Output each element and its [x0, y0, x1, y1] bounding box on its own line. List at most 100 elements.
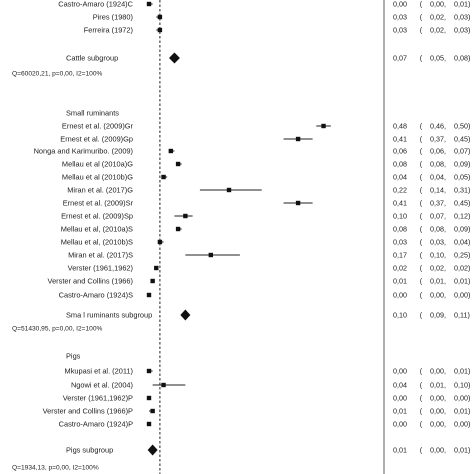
- study-ci-lower: 0,06,: [430, 147, 446, 156]
- study-estimate: 0,00: [393, 367, 407, 376]
- study-label: Castro-Amaro (1924)S: [59, 291, 133, 300]
- study-label: Ernest et al. (2009)Sp: [61, 212, 133, 221]
- point-estimate: [157, 27, 163, 33]
- study-ci-lower: 0,03,: [430, 238, 446, 247]
- point-estimate: [146, 368, 152, 374]
- study-ci-lower: 0,08,: [430, 225, 446, 234]
- study-ci-lower: 0,00,: [430, 407, 446, 416]
- subgroup-ci-upper: 0,11): [454, 311, 470, 320]
- study-label: Ernest et al. (2009)Gp: [60, 135, 133, 144]
- study-ci-upper: 0,03): [454, 13, 470, 22]
- study-paren: (: [420, 225, 423, 234]
- study-label: Ngowi et al. (2004): [71, 381, 133, 390]
- point-estimate: [157, 14, 163, 20]
- study-estimate: 0,04: [393, 173, 407, 182]
- study-estimate: 0,00: [393, 291, 407, 300]
- study-ci-lower: 0,00,: [430, 420, 446, 429]
- study-ci-lower: 0,37,: [430, 199, 446, 208]
- study-label: Mellau et al (2010a)G: [62, 160, 133, 169]
- study-ci-upper: 0,31): [454, 186, 470, 195]
- study-paren: (: [420, 147, 423, 156]
- point-estimate: [321, 123, 326, 129]
- study-estimate: 0,01: [393, 407, 407, 416]
- subgroup-paren: (: [420, 311, 423, 320]
- study-label: Nonga and Karimuribo. (2009): [34, 147, 133, 156]
- study-ci-upper: 0,00): [454, 394, 470, 403]
- point-estimate: [146, 395, 152, 401]
- study-label: Mellau et al, (2010b)S: [61, 238, 133, 247]
- subgroup-paren: (: [420, 54, 423, 63]
- study-label: Ferreira (1972): [84, 26, 133, 35]
- study-paren: (: [420, 199, 423, 208]
- study-label: Miran et al. (2017)S: [68, 251, 133, 260]
- study-ci-upper: 0,50): [454, 122, 470, 131]
- study-estimate: 0,00: [393, 420, 407, 429]
- subgroup-diamond: [147, 444, 158, 456]
- study-ci-upper: 0,05): [454, 173, 470, 182]
- point-estimate: [295, 136, 301, 142]
- study-label: Mellau et al, (2010a)S: [61, 225, 133, 234]
- point-estimate: [175, 161, 181, 167]
- study-label: Ernest et al. (2009)Gr: [62, 122, 134, 131]
- study-ci-upper: 0,01): [454, 367, 470, 376]
- study-ci-upper: 0,04): [454, 238, 470, 247]
- study-estimate: 0,04: [393, 381, 407, 390]
- study-ci-lower: 0,00,: [430, 394, 446, 403]
- study-ci-lower: 0,10,: [430, 251, 446, 260]
- study-paren: (: [420, 238, 423, 247]
- study-estimate: 0,00: [393, 0, 407, 9]
- subgroup-label: Sma l ruminants subgroup: [66, 311, 152, 320]
- study-paren: (: [420, 0, 423, 9]
- study-paren: (: [420, 186, 423, 195]
- point-estimate: [183, 213, 188, 219]
- study-ci-upper: 0,09): [454, 225, 470, 234]
- subgroup-estimate: 0,10: [393, 311, 407, 320]
- study-ci-lower: 0,01,: [430, 277, 446, 286]
- study-label: Pires (1980): [93, 13, 133, 22]
- study-paren: (: [420, 367, 423, 376]
- subgroup-ci-lower: 0,05,: [430, 54, 446, 63]
- point-estimate: [208, 252, 214, 258]
- study-estimate: 0,03: [393, 238, 407, 247]
- study-ci-lower: 0,07,: [430, 212, 446, 221]
- study-ci-upper: 0,45): [454, 199, 470, 208]
- subgroup-estimate: 0,01: [393, 446, 407, 455]
- study-ci-lower: 0,00,: [430, 0, 446, 9]
- study-estimate: 0,17: [393, 251, 407, 260]
- study-estimate: 0,08: [393, 160, 407, 169]
- study-ci-upper: 0,00): [454, 420, 470, 429]
- study-paren: (: [420, 381, 423, 390]
- study-estimate: 0,08: [393, 225, 407, 234]
- study-estimate: 0,10: [393, 212, 407, 221]
- point-estimate: [157, 239, 163, 245]
- study-paren: (: [420, 13, 423, 22]
- point-estimate: [150, 278, 155, 284]
- study-ci-upper: 0,10): [454, 381, 470, 390]
- study-paren: (: [420, 173, 423, 182]
- study-paren: (: [420, 407, 423, 416]
- study-ci-lower: 0,37,: [430, 135, 446, 144]
- heterogeneity-stat: Q=60020,21, p=0,00, I2=100%: [12, 71, 103, 78]
- point-estimate: [146, 292, 152, 298]
- study-paren: (: [420, 394, 423, 403]
- point-estimate: [154, 265, 159, 271]
- study-label: Mkupasi et al. (2011): [65, 367, 133, 376]
- study-ci-upper: 0,01): [454, 407, 470, 416]
- study-label: Verster (1961,1962)P: [63, 394, 133, 403]
- study-paren: (: [420, 212, 423, 221]
- point-estimate: [146, 1, 152, 7]
- subgroup-ci-upper: 0,08): [454, 54, 470, 63]
- study-ci-lower: 0,46,: [430, 122, 446, 131]
- group-header: Pigs: [66, 352, 81, 361]
- study-estimate: 0,22: [393, 186, 407, 195]
- heterogeneity-stat: Q=1934,13, p=0,00, I2=100%: [12, 465, 99, 472]
- study-ci-upper: 0,02): [454, 264, 470, 273]
- study-paren: (: [420, 264, 423, 273]
- subgroup-estimate: 0,07: [393, 54, 407, 63]
- study-label: Verster (1961,1962): [68, 264, 133, 273]
- study-ci-upper: 0,01): [454, 0, 470, 9]
- point-estimate: [226, 187, 232, 193]
- point-estimate: [168, 148, 174, 154]
- study-estimate: 0,48: [393, 122, 407, 131]
